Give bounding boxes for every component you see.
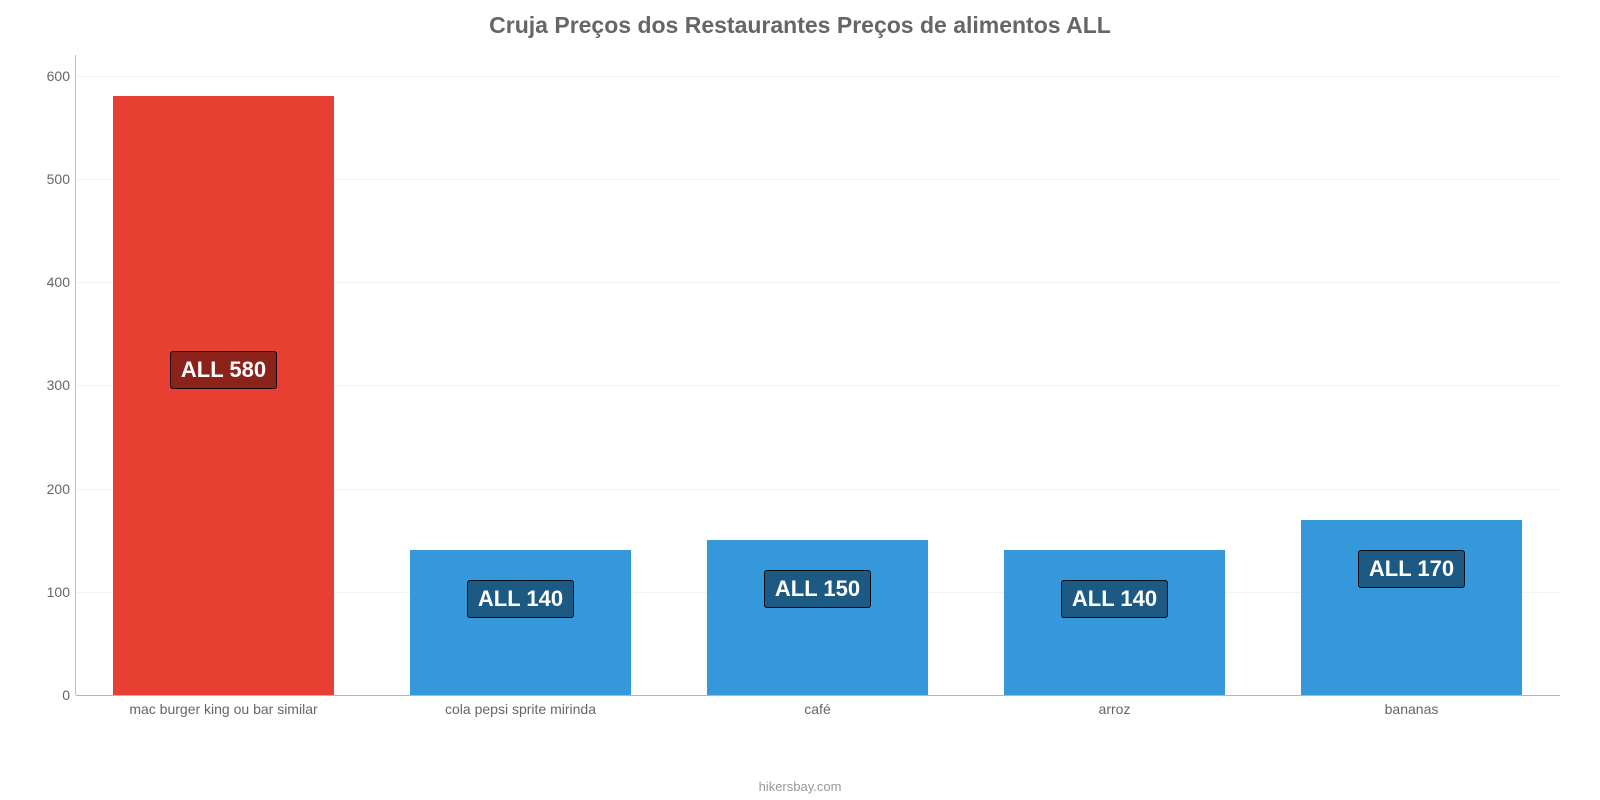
y-tick-label: 0 <box>36 687 70 703</box>
x-axis-labels: mac burger king ou bar similarcola pepsi… <box>75 695 1560 725</box>
y-tick-label: 400 <box>36 274 70 290</box>
x-axis-label: cola pepsi sprite mirinda <box>372 701 669 717</box>
bar-slot: ALL 580 <box>75 55 372 695</box>
bar: ALL 140 <box>1004 550 1225 695</box>
x-axis-label: café <box>669 701 966 717</box>
x-axis-label: arroz <box>966 701 1263 717</box>
x-axis-label: bananas <box>1263 701 1560 717</box>
bar: ALL 580 <box>113 96 334 695</box>
price-bar-chart: Cruja Preços dos Restaurantes Preços de … <box>0 0 1600 800</box>
bar-value-badge: ALL 170 <box>1358 550 1465 588</box>
x-axis-label: mac burger king ou bar similar <box>75 701 372 717</box>
bar-slot: ALL 140 <box>372 55 669 695</box>
bars-container: ALL 580 ALL 140 ALL 150 ALL 140 ALL 170 <box>75 55 1560 695</box>
y-tick-label: 100 <box>36 584 70 600</box>
y-tick-label: 600 <box>36 68 70 84</box>
bar-slot: ALL 150 <box>669 55 966 695</box>
y-tick-label: 200 <box>36 481 70 497</box>
bar: ALL 140 <box>410 550 631 695</box>
y-tick-label: 300 <box>36 377 70 393</box>
bar: ALL 170 <box>1301 520 1522 695</box>
plot-area: 0100200300400500600 ALL 580ALL 140ALL 15… <box>75 55 1560 735</box>
bar-value-badge: ALL 580 <box>170 351 277 389</box>
chart-footer: hikersbay.com <box>0 779 1600 794</box>
bar-value-badge: ALL 150 <box>764 570 871 608</box>
chart-title: Cruja Preços dos Restaurantes Preços de … <box>30 12 1570 39</box>
y-tick-label: 500 <box>36 171 70 187</box>
bar-value-badge: ALL 140 <box>467 580 574 618</box>
bar: ALL 150 <box>707 540 928 695</box>
bar-value-badge: ALL 140 <box>1061 580 1168 618</box>
bar-slot: ALL 140 <box>966 55 1263 695</box>
bar-slot: ALL 170 <box>1263 55 1560 695</box>
